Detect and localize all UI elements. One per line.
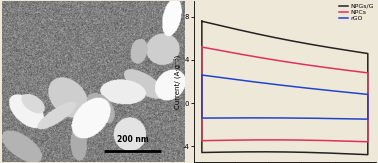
rGO: [366, 118, 370, 120]
rGO: [343, 91, 348, 93]
NPCs: [200, 46, 204, 48]
Legend: NPGs/G, NPCs, rGO: NPGs/G, NPCs, rGO: [339, 3, 374, 22]
NPGs/G: [200, 152, 204, 154]
rGO: [287, 117, 291, 119]
NPGs/G: [200, 20, 204, 22]
NPGs/G: [200, 20, 204, 22]
Line: NPGs/G: NPGs/G: [202, 21, 368, 155]
NPGs/G: [366, 154, 370, 156]
rGO: [200, 74, 204, 76]
NPGs/G: [343, 49, 348, 51]
Line: rGO: rGO: [202, 75, 368, 119]
NPCs: [343, 69, 348, 71]
Line: NPCs: NPCs: [202, 47, 368, 142]
NPCs: [236, 53, 240, 55]
NPCs: [200, 46, 204, 48]
Y-axis label: Current/ (A·g⁻¹): Current/ (A·g⁻¹): [174, 54, 181, 109]
NPCs: [366, 141, 370, 143]
NPCs: [348, 140, 353, 142]
rGO: [236, 79, 240, 81]
NPGs/G: [348, 153, 353, 155]
Text: 200 nm: 200 nm: [116, 135, 148, 144]
rGO: [323, 117, 328, 119]
NPGs/G: [236, 29, 240, 31]
rGO: [200, 117, 204, 119]
NPCs: [200, 140, 204, 142]
rGO: [200, 74, 204, 76]
rGO: [348, 118, 353, 120]
NPGs/G: [323, 152, 328, 154]
NPCs: [287, 139, 291, 141]
NPCs: [323, 140, 328, 141]
NPGs/G: [287, 151, 291, 153]
